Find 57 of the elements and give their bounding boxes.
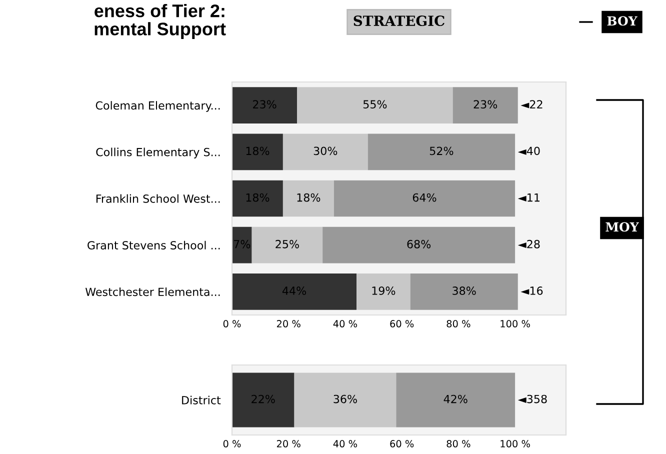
y-tick-label: Coleman Elementary... (96, 101, 220, 112)
bar (232, 87, 298, 124)
bar (322, 226, 516, 264)
x-tick-label: 20 % (276, 320, 300, 328)
data-label: 23% (474, 100, 498, 109)
chart-title: eness of Tier 2: mental Support (94, 4, 226, 39)
text: MOY (606, 222, 639, 232)
bar (294, 372, 396, 428)
bar (232, 134, 283, 170)
data-label: 30% (314, 146, 338, 156)
bar (334, 180, 516, 217)
bar (297, 87, 453, 124)
bar (356, 274, 410, 310)
data-label: 68% (407, 240, 431, 248)
data-label: 42% (444, 394, 468, 404)
data-label: 52% (430, 146, 454, 156)
annotation: ◄16 (520, 286, 543, 295)
text: BOY (607, 16, 638, 26)
bar (232, 180, 283, 217)
bar (232, 226, 252, 264)
x-tick-label: 40 % (333, 440, 358, 448)
y-tick-label: Grant Stevens School ... (88, 240, 220, 250)
data-label: 36% (334, 394, 357, 404)
y-tick-label: Westchester Elementa... (85, 287, 220, 296)
y-tick-label: Collins Elementary S... (96, 148, 220, 158)
annotation: ◄40 (518, 146, 540, 156)
x-tick-label: 40 % (333, 320, 358, 328)
x-tick-label: 100 % (500, 440, 530, 448)
x-tick-label: 20 % (276, 440, 300, 448)
x-tick-label: 60 % (390, 440, 414, 448)
x-tick-label: 80 % (446, 440, 470, 448)
data-label: 18% (297, 193, 320, 202)
bar (232, 372, 294, 428)
x-tick-label: 80 % (446, 320, 470, 328)
data-label: 64% (412, 193, 436, 202)
bar (282, 180, 334, 217)
bar (232, 274, 357, 310)
bar (452, 87, 518, 124)
x-tick-label: 100 % (500, 320, 530, 328)
data-label: 38% (452, 286, 476, 295)
data-label: 25% (276, 240, 299, 248)
x-tick-label: 60 % (390, 320, 414, 328)
y-tick-label: District (182, 396, 221, 404)
bar (410, 274, 518, 310)
data-label: 19% (372, 286, 396, 295)
annotation: ◄28 (518, 240, 540, 248)
annotation: ◄22 (520, 100, 542, 108)
y-tick-label: Franklin School West... (96, 194, 220, 203)
annotation: ◄358 (518, 394, 547, 404)
annotation: ◄11 (518, 193, 540, 202)
x-tick-label: 0 % (223, 440, 241, 448)
chart-subtitle: STRATEGIC (354, 16, 444, 26)
x-tick-label: 0 % (223, 320, 241, 328)
bar (282, 134, 368, 170)
bar (252, 226, 323, 264)
data-label: 55% (363, 100, 387, 109)
bar (368, 134, 516, 170)
